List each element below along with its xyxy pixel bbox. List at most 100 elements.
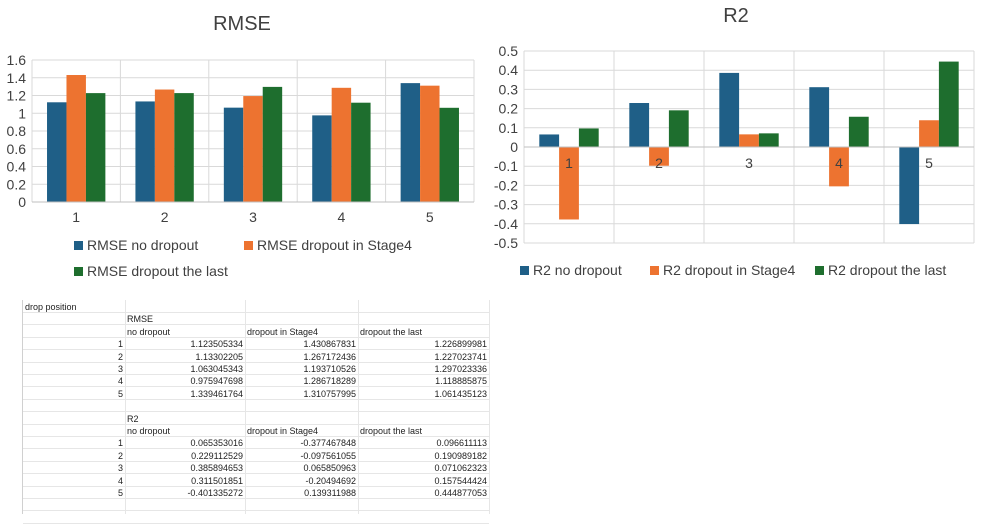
sheet-r2-cell: 5 xyxy=(117,488,123,498)
rmse-bar-s3-c4 xyxy=(351,102,371,202)
sheet-row-line xyxy=(23,361,489,363)
rmse-bar-s1-c4 xyxy=(312,115,332,202)
rmse-chart-title: RMSE xyxy=(213,13,271,35)
rmse-y-tick-label: 0.6 xyxy=(7,141,27,157)
r2-y-tick-label: 0.5 xyxy=(499,43,519,59)
rmse-x-tick-label: 5 xyxy=(426,209,434,225)
sheet-r2-cell: -0.097561055 xyxy=(300,450,356,461)
sheet-r2-cell: 4 xyxy=(117,475,123,486)
sheet-r2-col-header: dropout the last xyxy=(360,426,423,436)
r2-x-tick-label: 3 xyxy=(745,155,753,171)
sheet-row-line xyxy=(23,460,489,462)
r2-bar-s2-c5 xyxy=(919,120,939,147)
r2-y-tick-label: -0.3 xyxy=(494,197,518,213)
sheet-row-line xyxy=(23,436,489,437)
rmse-bar-s1-c5 xyxy=(400,83,421,202)
rmse-bar-s1-c1 xyxy=(47,102,67,202)
sheet-row-line xyxy=(23,386,489,388)
sheet-rmse-cell: 1.193710526 xyxy=(303,364,356,374)
rmse-legend-swatch xyxy=(74,241,83,250)
r2-bar-s2-c1 xyxy=(559,147,579,220)
sheet-rmse-cell: 1.063045343 xyxy=(190,364,243,374)
sheet-row-line xyxy=(23,510,489,512)
r2-bar-s2-c4 xyxy=(829,147,849,187)
r2-y-tick-label: 0 xyxy=(510,139,518,155)
sheet-r2-cell: 0.229112529 xyxy=(191,450,243,461)
rmse-bar-s2-c2 xyxy=(154,89,175,202)
sheet-r2-cell: -0.20494692 xyxy=(305,475,356,486)
sheet-r2-cell: 0.157544424 xyxy=(434,475,487,486)
sheet-rmse-title: RMSE xyxy=(127,314,154,325)
sheet-row-line xyxy=(23,411,489,413)
sheet-rmse-cell: 1.061435123 xyxy=(434,388,487,399)
sheet-row-line xyxy=(23,349,489,351)
sheet-rmse-cell: 1.118885875 xyxy=(435,376,487,387)
sheet-col-line xyxy=(489,300,490,514)
rmse-legend-swatch xyxy=(244,241,253,250)
sheet-r2-cell: 0.065353016 xyxy=(190,438,243,449)
r2-chart-svg: R2 -0.5 -0.4 -0.3 -0.2 -0.1 0 0.1 0.2 0.3 0.4 0.5 1 2… xyxy=(494,5,975,278)
sheet-r2-col-header: dropout in Stage4 xyxy=(247,426,319,436)
sheet-r2-cell: 0.065850963 xyxy=(303,463,356,474)
rmse-x-tick-label: 2 xyxy=(161,209,169,225)
sheet-r2-cell: 0.190989182 xyxy=(434,450,487,461)
rmse-bar-s3-c5 xyxy=(439,107,459,202)
r2-legend-swatch xyxy=(815,266,824,275)
r2-bar-s1-c4 xyxy=(809,87,830,147)
sheet-row-line xyxy=(23,324,489,326)
rmse-bar-s3-c3 xyxy=(262,86,283,202)
sheet-row-line xyxy=(23,374,489,375)
r2-bar-s3-c2 xyxy=(668,110,689,147)
r2-bar-s1-c1 xyxy=(539,134,560,147)
rmse-bar-s2-c1 xyxy=(66,75,86,202)
sheet-rmse-col-header: dropout in Stage4 xyxy=(247,326,319,337)
r2-legend-label: R2 no dropout xyxy=(533,262,622,278)
rmse-legend-label: RMSE dropout in Stage4 xyxy=(257,237,412,253)
sheet-r2-cell: 0.385894653 xyxy=(190,463,243,474)
r2-bar-s3-c4 xyxy=(848,116,869,147)
rmse-bar-s2-c3 xyxy=(243,96,263,202)
r2-y-tick-label: -0.2 xyxy=(494,177,518,193)
rmse-y-tick-label: 0.4 xyxy=(7,159,27,175)
sheet-r2-cell: -0.377467848 xyxy=(300,438,356,449)
rmse-bar-s2-c5 xyxy=(420,85,440,202)
rmse-y-tick-label: 0.8 xyxy=(7,123,27,139)
sheet-r2-cell: 0.139311988 xyxy=(304,488,356,498)
sheet-r2-cell: 1 xyxy=(117,438,123,449)
sheet-header: drop position xyxy=(25,302,77,312)
r2-y-tick-label: -0.1 xyxy=(494,158,518,174)
sheet-row-line xyxy=(23,485,489,487)
sheet-rmse-cell: 1.430867831 xyxy=(303,339,356,350)
sheet-rmse-cell: 4 xyxy=(117,376,123,387)
sheet-col-line xyxy=(125,300,126,514)
rmse-bar-s3-c1 xyxy=(85,93,106,202)
sheet-rmse-cell: 1.123505334 xyxy=(190,339,243,350)
sheet-rmse-cell: 1.310757995 xyxy=(303,388,356,399)
rmse-y-tick-label: 1.6 xyxy=(7,52,27,68)
r2-y-tick-label: 0.4 xyxy=(499,62,519,78)
r2-bar-s2-c2 xyxy=(649,147,669,166)
r2-x-tick-label: 2 xyxy=(655,155,663,171)
rmse-y-tick-label: 1.2 xyxy=(7,88,27,104)
data-sheet: drop position RMSE no dropout dropout in St… xyxy=(22,300,490,524)
r2-chart-title: R2 xyxy=(723,5,749,27)
r2-y-tick-label: 0.1 xyxy=(499,120,519,136)
r2-bar-s3-c3 xyxy=(758,133,779,147)
sheet-rmse-cell: 0.975947698 xyxy=(190,376,243,387)
r2-bar-s1-c2 xyxy=(629,103,650,147)
sheet-r2-col-header: no dropout xyxy=(127,426,171,436)
sheet-row-line xyxy=(23,423,489,425)
sheet-row-line xyxy=(23,312,489,313)
sheet-col-line xyxy=(358,300,359,514)
sheet-rmse-cell: 2 xyxy=(117,351,123,362)
sheet-rmse-cell: 1.13302205 xyxy=(195,351,243,362)
rmse-x-tick-label: 3 xyxy=(249,209,257,225)
sheet-rmse-cell: 1 xyxy=(117,339,123,350)
sheet-rmse-cell: 1.226899981 xyxy=(434,339,487,350)
rmse-y-tick-label: 0.2 xyxy=(7,176,27,192)
rmse-legend-label: RMSE no dropout xyxy=(87,237,198,253)
r2-bar-s3-c5 xyxy=(938,61,959,148)
sheet-rmse-cell: 1.297023336 xyxy=(434,364,487,374)
r2-legend-label: R2 dropout the last xyxy=(828,262,946,278)
